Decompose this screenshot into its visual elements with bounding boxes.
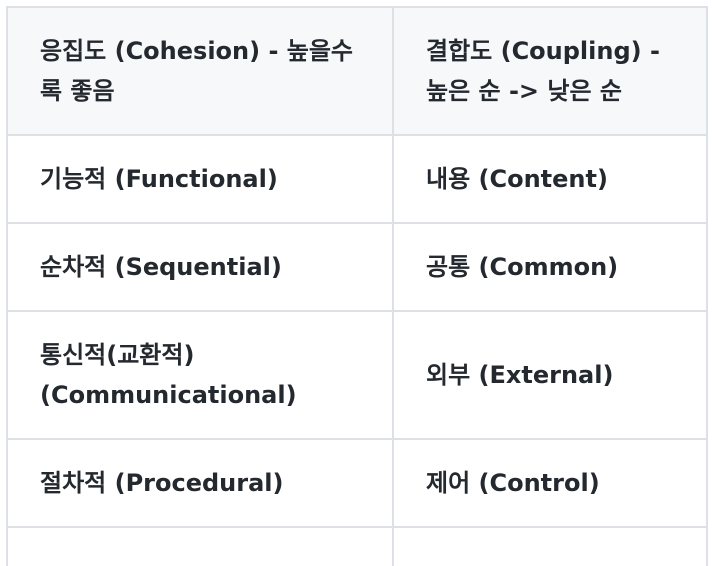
table-header: 응집도 (Cohesion) - 높을수록 좋음 결합도 (Coupling) … bbox=[6, 6, 708, 136]
cohesion-cell: 기능적 (Functional) bbox=[6, 134, 394, 224]
cohesion-cell bbox=[6, 526, 394, 566]
table-row bbox=[6, 526, 708, 566]
cohesion-cell: 통신적(교환적) (Communicational) bbox=[6, 310, 394, 440]
table-row: 절차적 (Procedural) 제어 (Control) bbox=[6, 438, 708, 528]
coupling-cell: 공통 (Common) bbox=[392, 222, 708, 312]
cohesion-cell: 순차적 (Sequential) bbox=[6, 222, 394, 312]
header-cohesion: 응집도 (Cohesion) - 높을수록 좋음 bbox=[6, 6, 394, 136]
cohesion-coupling-table: 응집도 (Cohesion) - 높을수록 좋음 결합도 (Coupling) … bbox=[6, 6, 708, 566]
table-row: 기능적 (Functional) 내용 (Content) bbox=[6, 134, 708, 224]
coupling-cell: 내용 (Content) bbox=[392, 134, 708, 224]
header-coupling: 결합도 (Coupling) - 높은 순 -> 낮은 순 bbox=[392, 6, 708, 136]
coupling-cell: 제어 (Control) bbox=[392, 438, 708, 528]
coupling-cell bbox=[392, 526, 708, 566]
table-row: 순차적 (Sequential) 공통 (Common) bbox=[6, 222, 708, 312]
coupling-cell: 외부 (External) bbox=[392, 310, 708, 440]
table-row: 통신적(교환적) (Communicational) 외부 (External) bbox=[6, 310, 708, 440]
cohesion-cell: 절차적 (Procedural) bbox=[6, 438, 394, 528]
header-row: 응집도 (Cohesion) - 높을수록 좋음 결합도 (Coupling) … bbox=[6, 6, 708, 136]
table-body: 기능적 (Functional) 내용 (Content) 순차적 (Seque… bbox=[6, 134, 708, 566]
comparison-table-container: 응집도 (Cohesion) - 높을수록 좋음 결합도 (Coupling) … bbox=[6, 6, 710, 566]
